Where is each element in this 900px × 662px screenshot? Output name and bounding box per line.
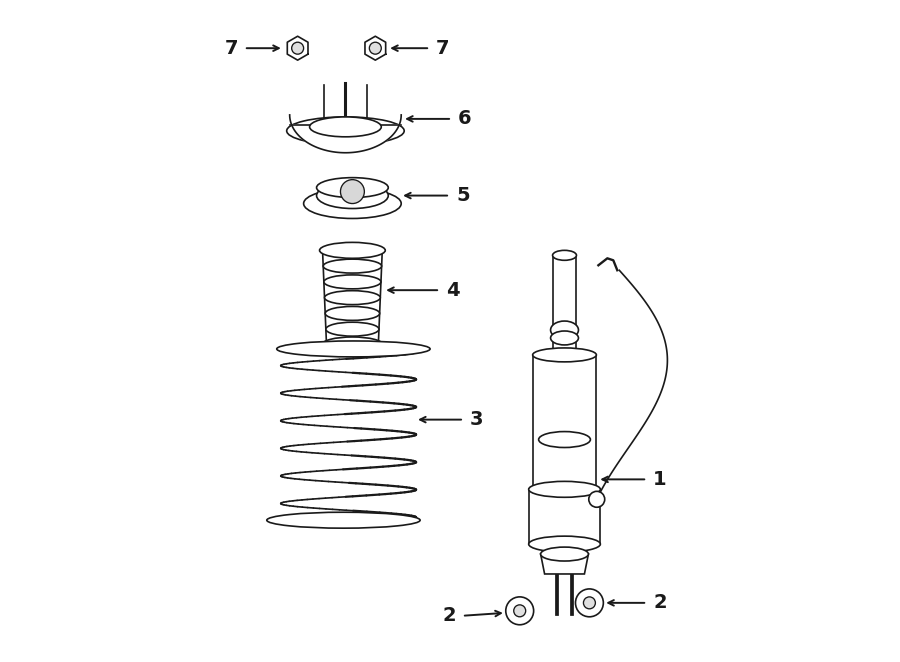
Ellipse shape xyxy=(541,547,589,561)
Text: 7: 7 xyxy=(224,38,238,58)
Ellipse shape xyxy=(323,259,382,273)
Ellipse shape xyxy=(551,331,579,345)
Circle shape xyxy=(292,42,303,54)
Polygon shape xyxy=(553,256,577,355)
Ellipse shape xyxy=(326,322,379,336)
Polygon shape xyxy=(528,489,600,544)
Text: 2: 2 xyxy=(442,606,456,626)
Circle shape xyxy=(589,491,605,507)
Ellipse shape xyxy=(287,117,404,145)
Circle shape xyxy=(340,179,364,203)
Ellipse shape xyxy=(324,275,381,289)
Ellipse shape xyxy=(327,338,378,352)
Ellipse shape xyxy=(320,242,385,258)
Text: 2: 2 xyxy=(653,593,667,612)
Polygon shape xyxy=(290,115,401,153)
Text: 5: 5 xyxy=(456,186,470,205)
Ellipse shape xyxy=(310,117,382,137)
Circle shape xyxy=(506,597,534,625)
Circle shape xyxy=(369,42,382,54)
Polygon shape xyxy=(533,355,597,489)
Ellipse shape xyxy=(321,337,383,353)
Circle shape xyxy=(583,597,596,609)
Ellipse shape xyxy=(538,432,590,448)
Ellipse shape xyxy=(266,512,420,528)
Text: 6: 6 xyxy=(458,109,472,128)
Text: 3: 3 xyxy=(470,410,483,429)
Ellipse shape xyxy=(322,244,382,258)
Ellipse shape xyxy=(528,481,600,497)
Ellipse shape xyxy=(276,341,430,357)
Polygon shape xyxy=(541,554,589,574)
Text: 7: 7 xyxy=(436,38,450,58)
Ellipse shape xyxy=(551,321,579,339)
Text: 1: 1 xyxy=(653,470,667,489)
Ellipse shape xyxy=(553,250,577,260)
Ellipse shape xyxy=(528,536,600,552)
Ellipse shape xyxy=(533,348,597,362)
Polygon shape xyxy=(287,36,308,60)
Polygon shape xyxy=(365,36,386,60)
Ellipse shape xyxy=(317,183,388,209)
Ellipse shape xyxy=(317,177,388,197)
Circle shape xyxy=(575,589,603,617)
Circle shape xyxy=(514,605,526,617)
Ellipse shape xyxy=(303,189,401,218)
Text: 4: 4 xyxy=(446,281,460,300)
Ellipse shape xyxy=(325,291,381,305)
Ellipse shape xyxy=(325,307,380,320)
